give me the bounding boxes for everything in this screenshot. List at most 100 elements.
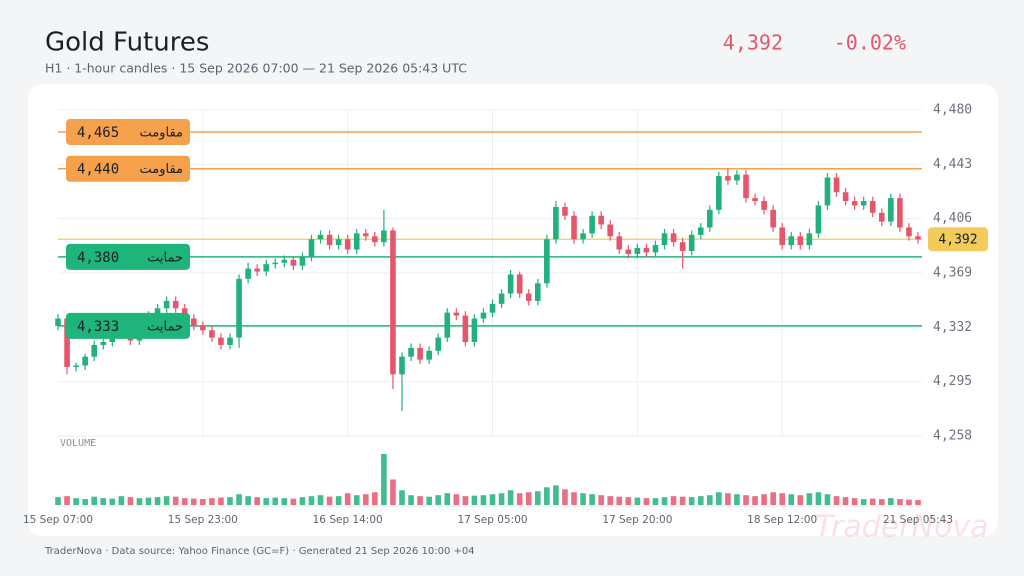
candle-body <box>851 201 858 206</box>
volume-bar <box>462 496 469 505</box>
volume-bar <box>73 498 79 505</box>
level-name: حمایت <box>147 250 183 265</box>
candle-body <box>589 215 595 234</box>
volume-bar <box>55 497 61 505</box>
volume-bar <box>209 498 215 505</box>
footer: TraderNova · Data source: Yahoo Finance … <box>44 546 475 557</box>
candle-body <box>725 176 731 181</box>
volume-bar <box>181 498 188 505</box>
last-price: 4,392 <box>723 31 783 55</box>
volume-bar <box>824 494 831 505</box>
x-tick-label: 15 Sep 07:00 <box>23 514 93 526</box>
volume-bar <box>417 496 423 505</box>
volume-bar <box>897 499 903 505</box>
volume-bar <box>218 497 224 505</box>
chart-subtitle: H1 · 1-hour candles · 15 Sep 2026 07:00 … <box>45 61 467 76</box>
volume-bar <box>154 497 161 505</box>
volume-bar <box>734 494 740 505</box>
volume-bar <box>815 492 822 505</box>
volume-bar <box>227 497 233 505</box>
volume-bar <box>851 498 858 505</box>
candle-body <box>571 215 577 240</box>
volume-bar <box>598 495 604 505</box>
candle-body <box>607 224 614 237</box>
candle-body <box>236 278 242 338</box>
volume-bar <box>263 498 270 505</box>
volume-bar <box>652 498 659 505</box>
volume-bar <box>381 453 387 505</box>
volume-bar <box>860 499 867 505</box>
y-tick-label: 4,332 <box>933 320 972 335</box>
candle-body <box>580 233 586 240</box>
candle-body <box>534 283 541 301</box>
x-tick-label: 16 Sep 14:00 <box>313 514 383 526</box>
candle-body <box>806 233 813 246</box>
candle-body <box>453 312 460 316</box>
volume-bar <box>788 494 795 505</box>
volume-bar <box>100 498 107 505</box>
candle-body <box>435 337 442 351</box>
volume-bar <box>444 493 451 505</box>
candle-body <box>670 233 677 243</box>
volume-label: VOLUME <box>60 438 96 449</box>
candle-body <box>770 209 776 228</box>
volume-bar <box>326 496 333 505</box>
volume-bar <box>670 496 677 505</box>
candle-body <box>290 259 297 266</box>
candle-body <box>833 177 840 193</box>
candle-body <box>643 248 650 253</box>
candle-body <box>616 236 623 250</box>
volume-bar <box>562 489 568 505</box>
candle-body <box>154 308 161 316</box>
x-tick-label: 17 Sep 20:00 <box>602 514 672 526</box>
volume-bar <box>507 490 514 505</box>
chart-card <box>28 84 998 536</box>
level-value: 4,380 <box>77 250 119 266</box>
candle-body <box>598 215 604 225</box>
volume-bar <box>408 495 414 505</box>
volume-bar <box>435 495 442 505</box>
volume-bar <box>616 496 623 505</box>
candle-body <box>716 176 722 210</box>
volume-bar <box>272 497 279 505</box>
volume-bar <box>869 498 876 505</box>
volume-bar <box>779 493 786 505</box>
candle-body <box>480 312 487 319</box>
level-value: 4,440 <box>77 162 119 178</box>
candle-body <box>281 259 288 263</box>
volume-bar <box>118 496 125 505</box>
volume-bar <box>390 479 396 505</box>
volume-bar <box>607 496 614 505</box>
volume-bar <box>317 495 324 505</box>
volume-bar <box>553 485 559 505</box>
candle-body <box>462 315 469 343</box>
candle-body <box>308 239 315 257</box>
level-tag <box>66 155 190 182</box>
candle-body <box>734 174 740 181</box>
candle-body <box>209 330 215 338</box>
candle-body <box>227 337 233 345</box>
volume-bar <box>344 493 351 505</box>
volume-bar <box>752 496 758 505</box>
volume-bar <box>643 498 650 505</box>
candle-body <box>906 227 912 237</box>
volume-bar <box>281 498 288 505</box>
candle-body <box>344 239 351 250</box>
volume-bar <box>625 497 632 505</box>
volume-bar <box>145 497 152 505</box>
candle-body <box>688 234 695 251</box>
candle-body <box>55 318 61 326</box>
candle-body <box>353 233 360 250</box>
x-tick-label: 17 Sep 05:00 <box>457 514 527 526</box>
candle-body <box>444 312 451 338</box>
volume-bar <box>426 496 432 505</box>
candle-body <box>335 239 342 246</box>
volume-bar <box>634 497 641 505</box>
volume-bar <box>362 494 369 505</box>
x-tick-label: 15 Sep 23:00 <box>168 514 238 526</box>
candle-body <box>679 242 686 251</box>
last-price-tag-label: 4,392 <box>938 233 977 248</box>
candle-body <box>163 300 170 309</box>
volume-bar <box>190 498 197 505</box>
candle-body <box>869 201 876 213</box>
